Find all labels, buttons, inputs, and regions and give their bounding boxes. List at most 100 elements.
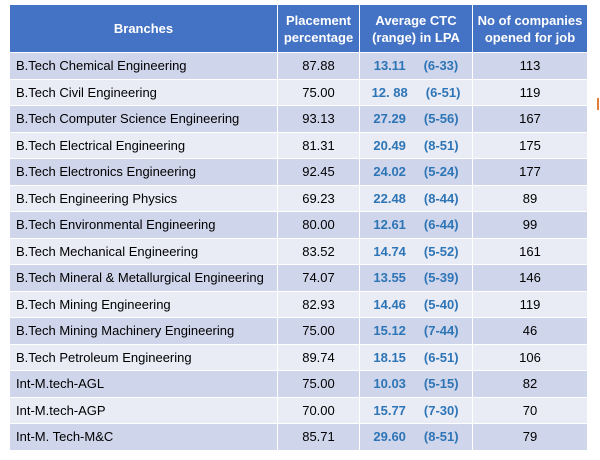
ctc-cell: 24.02 (5-24) bbox=[360, 159, 473, 185]
placement-cell: 75.00 bbox=[278, 318, 360, 344]
branch-cell: B.Tech Computer Science Engineering bbox=[10, 106, 278, 132]
ctc-range: (6-51) bbox=[423, 349, 459, 365]
ctc-cell: 15.77 (7-30) bbox=[360, 397, 473, 423]
header-text: opened for job bbox=[484, 29, 576, 45]
ctc-range: (5-15) bbox=[423, 376, 459, 392]
table-row: B.Tech Environmental Engineering 80.00 12.… bbox=[10, 212, 587, 239]
companies-cell: 113 bbox=[519, 58, 541, 74]
placement-cell: 93.13 bbox=[278, 106, 360, 132]
ctc-cell: 15.12 (7-44) bbox=[360, 318, 473, 344]
branch-cell: B.Tech Petroleum Engineering bbox=[10, 344, 278, 370]
table-row: B.Tech Electrical Engineering 81.31 20.49 (… bbox=[10, 132, 587, 159]
header-cell: Placement percentage bbox=[278, 5, 360, 52]
ctc-value: 22.48 bbox=[373, 190, 406, 206]
placement-cell: 74.07 bbox=[278, 265, 360, 291]
header-cell: Average CTC (range) in LPA bbox=[360, 5, 473, 52]
header-text: Average CTC bbox=[375, 12, 457, 28]
branch-cell: B.Tech Electrical Engineering bbox=[10, 132, 278, 158]
ctc-range: (8-51) bbox=[423, 137, 459, 153]
ctc-range: (5-39) bbox=[423, 270, 459, 286]
ctc-range: (5-24) bbox=[423, 164, 459, 180]
branch-cell: B.Tech Mining Machinery Engineering bbox=[10, 318, 278, 344]
table-row: Int-M.tech-AGL 75.00 10.03 (5-15) 82 bbox=[10, 371, 587, 398]
companies-cell: 119 bbox=[519, 296, 541, 312]
ctc-cell: 20.49 (8-51) bbox=[360, 132, 473, 158]
branch-cell: B.Tech Environmental Engineering bbox=[10, 212, 278, 238]
ctc-cell: 14.74 (5-52) bbox=[360, 238, 473, 264]
table-row: B.Tech Mechanical Engineering 83.52 14.74 (… bbox=[10, 238, 587, 265]
header-text: Branches bbox=[113, 21, 174, 36]
ctc-range: (7-30) bbox=[423, 402, 459, 418]
header-cell: Branches bbox=[10, 5, 278, 52]
companies-cell: 99 bbox=[522, 217, 538, 233]
ctc-cell: 12. 88 (6-51) bbox=[360, 79, 473, 105]
branch-cell: Int-M.tech-AGP bbox=[10, 397, 278, 423]
ctc-value: 13.11 bbox=[373, 58, 406, 74]
ctc-range: (6-33) bbox=[423, 58, 459, 74]
companies-cell: 161 bbox=[519, 243, 541, 259]
branch-cell: B.Tech Mechanical Engineering bbox=[10, 238, 278, 264]
ctc-range: (8-44) bbox=[423, 190, 459, 206]
ctc-cell: 22.48 (8-44) bbox=[360, 185, 473, 211]
branch-cell: Int-M.tech-AGL bbox=[10, 371, 278, 397]
placement-cell: 87.88 bbox=[278, 53, 360, 79]
ctc-range: (6-44) bbox=[423, 217, 459, 233]
ctc-value: 12. 88 bbox=[371, 84, 408, 100]
ctc-range: (7-44) bbox=[423, 323, 459, 339]
placement-cell: 89.74 bbox=[278, 344, 360, 370]
header-text: Placement bbox=[285, 12, 352, 28]
table-row: B.Tech Computer Science Engineering 93.13… bbox=[10, 106, 587, 133]
placement-cell: 85.71 bbox=[278, 424, 360, 450]
ctc-cell: 13.11 (6-33) bbox=[360, 53, 473, 79]
table-row: B.Tech Engineering Physics 69.23 22.48 (8-4… bbox=[10, 185, 587, 212]
companies-cell: 82 bbox=[522, 376, 538, 392]
ctc-range: (5-52) bbox=[423, 243, 459, 259]
ctc-value: 18.15 bbox=[373, 349, 406, 365]
ctc-value: 24.02 bbox=[373, 164, 406, 180]
placement-cell: 82.93 bbox=[278, 291, 360, 317]
ctc-value: 29.60 bbox=[373, 429, 406, 445]
table-row: B.Tech Petroleum Engineering 89.74 18.15 (6… bbox=[10, 344, 587, 371]
ctc-range: (6-51) bbox=[425, 84, 461, 100]
ctc-range: (5-56) bbox=[423, 111, 459, 127]
companies-cell: 177 bbox=[519, 164, 541, 180]
decoration bbox=[597, 98, 599, 110]
table-row: Int-M. Tech-M&C 85.71 29.60 (8-51) 79 bbox=[10, 424, 587, 451]
placement-cell: 92.45 bbox=[278, 159, 360, 185]
ctc-value: 14.74 bbox=[373, 243, 406, 259]
table-row: B.Tech Civil Engineering 75.00 12. 88 (6-51… bbox=[10, 79, 587, 106]
placement-cell: 69.23 bbox=[278, 185, 360, 211]
companies-cell: 106 bbox=[519, 349, 541, 365]
table-row: B.Tech Mining Engineering 82.93 14.46 (5-40… bbox=[10, 291, 587, 318]
table-row: Int-M.tech-AGP 70.00 15.77 (7-30) 70 bbox=[10, 397, 587, 424]
companies-cell: 175 bbox=[519, 137, 541, 153]
ctc-value: 20.49 bbox=[373, 137, 406, 153]
companies-cell: 89 bbox=[522, 190, 538, 206]
placement-cell: 75.00 bbox=[278, 79, 360, 105]
ctc-value: 13.55 bbox=[373, 270, 406, 286]
table-row: B.Tech Mining Machinery Engineering 75.00… bbox=[10, 318, 587, 345]
table-row: B.Tech Mineral & Metallurgical Engineeri… bbox=[10, 265, 587, 292]
placement-table: Branches Placement percentage Average CTC (r… bbox=[10, 5, 587, 451]
branch-cell: Int-M. Tech-M&C bbox=[10, 424, 278, 450]
branch-cell: B.Tech Engineering Physics bbox=[10, 185, 278, 211]
ctc-range: (5-40) bbox=[423, 296, 459, 312]
ctc-value: 10.03 bbox=[373, 376, 406, 392]
ctc-cell: 29.60 (8-51) bbox=[360, 424, 473, 450]
ctc-value: 12.61 bbox=[373, 217, 406, 233]
companies-cell: 119 bbox=[519, 84, 541, 100]
companies-cell: 46 bbox=[522, 323, 538, 339]
branch-cell: B.Tech Electronics Engineering bbox=[10, 159, 278, 185]
ctc-value: 14.46 bbox=[373, 296, 406, 312]
ctc-cell: 14.46 (5-40) bbox=[360, 291, 473, 317]
companies-cell: 79 bbox=[522, 429, 538, 445]
placement-cell: 70.00 bbox=[278, 397, 360, 423]
ctc-value: 27.29 bbox=[373, 111, 406, 127]
placement-cell: 81.31 bbox=[278, 132, 360, 158]
ctc-value: 15.12 bbox=[373, 323, 406, 339]
placement-cell: 80.00 bbox=[278, 212, 360, 238]
header-cell: No of companies opened for job bbox=[473, 5, 587, 52]
companies-cell: 70 bbox=[522, 402, 538, 418]
ctc-cell: 10.03 (5-15) bbox=[360, 371, 473, 397]
